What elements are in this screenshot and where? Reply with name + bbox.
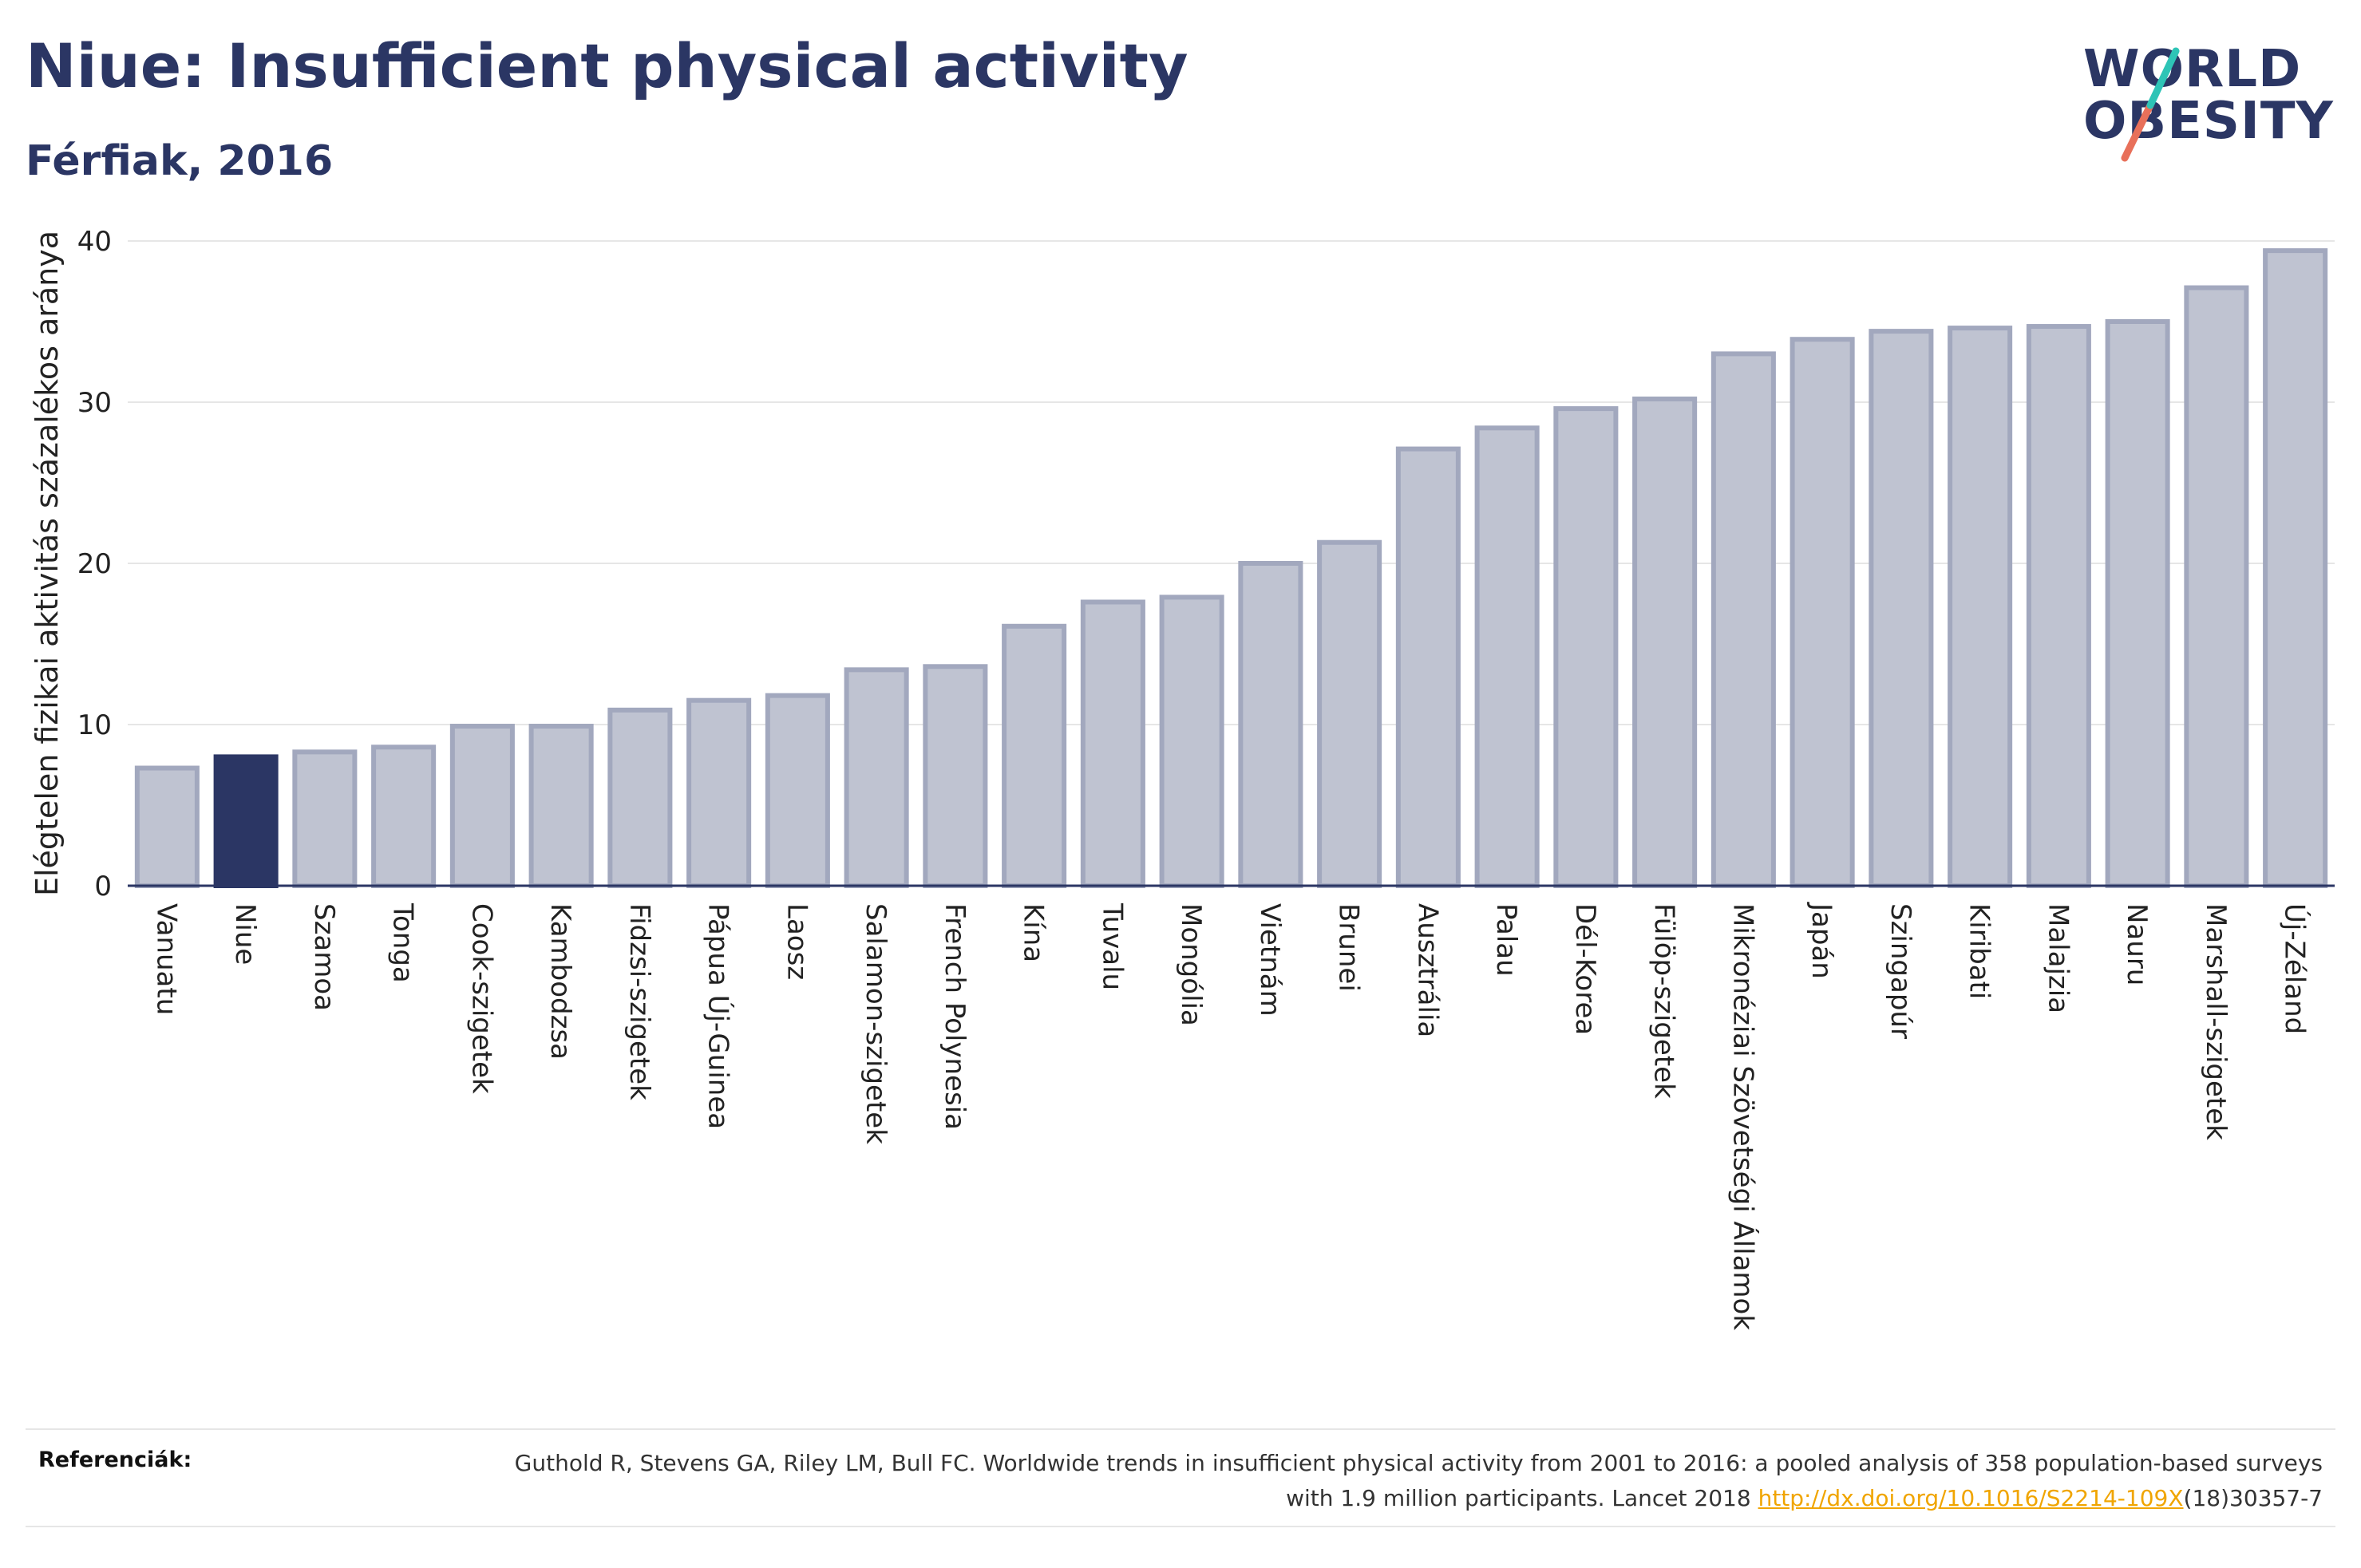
y-axis-label: Elégtelen fizikai aktivitás százalékos a… — [30, 231, 65, 896]
bar-szamoa — [292, 749, 358, 889]
x-tick-label: Szingapúr — [1884, 903, 1916, 1039]
x-tick-label: Fidzsi-szigetek — [623, 903, 655, 1100]
logo-line-2: OBESITY — [2083, 92, 2334, 151]
y-tick-label: 40 — [77, 226, 112, 258]
bar-malajzia — [2026, 324, 2091, 888]
bar-új-zéland — [2263, 248, 2328, 889]
bar-szingapúr — [1869, 329, 1934, 888]
x-tick-label: French Polynesia — [939, 903, 971, 1130]
x-tick-label: Tuvalu — [1096, 902, 1128, 990]
bar-laosz — [765, 693, 830, 889]
x-tick-label: Kína — [1018, 903, 1050, 962]
x-tick-label: Kiribati — [1964, 903, 1995, 999]
bars — [134, 248, 2328, 889]
y-axis-ticks: 0 10 20 30 40 — [77, 226, 112, 902]
x-tick-label: Dél-Korea — [1569, 903, 1601, 1035]
references-text: Guthold R, Stevens GA, Riley LM, Bull FC… — [487, 1446, 2323, 1516]
y-tick-label: 10 — [77, 709, 112, 741]
bar-vanuatu — [134, 765, 200, 888]
reference-citation-suffix: (18)30357-7 — [2183, 1485, 2323, 1511]
bar-kína — [1002, 623, 1067, 889]
bar-ausztrália — [1395, 446, 1461, 888]
x-tick-label: Ausztrália — [1411, 903, 1443, 1037]
x-tick-label: Cook-szigetek — [465, 903, 497, 1094]
x-tick-label: Niue — [229, 903, 261, 965]
bar-cook-szigetek — [449, 724, 515, 889]
x-tick-label: Tonga — [387, 902, 419, 983]
x-tick-label: Új-Zéland — [2279, 903, 2312, 1034]
bar-salamon-szigetek — [844, 667, 909, 888]
x-tick-label: Vanuatu — [150, 903, 182, 1015]
x-axis-ticks: Vanuatu Niue Szamoa Tonga Cook-szigetek Kambo… — [150, 902, 2311, 1330]
bar-tonga — [371, 745, 437, 889]
bar-kambodzsa — [528, 724, 594, 889]
chart-subtitle: Férfiak, 2016 — [26, 137, 334, 185]
x-tick-label: Pápua Új-Guinea — [702, 903, 735, 1129]
bar-tuvalu — [1080, 599, 1145, 888]
x-tick-label: Marshall-szigetek — [2200, 903, 2232, 1140]
x-tick-label: Brunei — [1333, 903, 1365, 992]
bar-fülöp-szigetek — [1632, 396, 1698, 888]
bar-pápua-új-guinea — [686, 697, 752, 889]
bar-palau — [1474, 425, 1540, 888]
bar-french-polynesia — [923, 664, 988, 889]
x-tick-label: Vietnám — [1254, 903, 1286, 1017]
x-tick-label: Szamoa — [308, 903, 340, 1011]
x-tick-label: Kambodzsa — [544, 903, 576, 1060]
bar-dél-korea — [1553, 406, 1619, 888]
x-tick-label: Malajzia — [2042, 903, 2074, 1013]
y-tick-label: 30 — [77, 387, 112, 419]
bar-vietnám — [1238, 561, 1303, 888]
x-tick-label: Nauru — [2121, 903, 2153, 985]
bar-nauru — [2105, 319, 2170, 888]
y-tick-label: 20 — [77, 548, 112, 580]
bar-kiribati — [1948, 326, 2013, 888]
x-tick-label: Fülöp-szigetek — [1648, 903, 1680, 1099]
logo-slash-icon — [2121, 47, 2180, 162]
bar-mongólia — [1159, 594, 1224, 888]
logo-line-1: WORLD — [2083, 40, 2302, 99]
x-tick-label: Mikronéziai Szövetségi Államok — [1726, 903, 1759, 1330]
reference-doi-link[interactable]: http://dx.doi.org/10.1016/S2214-109X — [1758, 1485, 2184, 1511]
bar-japán — [1790, 337, 1855, 889]
y-tick-label: 0 — [94, 871, 112, 902]
references-label: Referenciák: — [38, 1448, 192, 1472]
bar-chart: 0 10 20 30 40 Vanuatu Niue Szamoa Tonga Cook-szi… — [30, 226, 2335, 1330]
bar-mikronéziai-szövetségi-államok — [1710, 351, 1776, 888]
x-tick-label: Palau — [1490, 903, 1522, 977]
x-tick-label: Laosz — [781, 903, 813, 980]
bar-brunei — [1317, 539, 1382, 888]
chart-title: Niue: Insufficient physical activity — [26, 30, 1188, 101]
bar-marshall-szigetek — [2184, 285, 2249, 888]
bar-niue — [213, 754, 279, 889]
bar-fidzsi-szigetek — [607, 707, 673, 888]
references: Referenciák: Guthold R, Stevens GA, Rile… — [26, 1428, 2335, 1527]
world-obesity-logo[interactable]: WORLD OBESITY — [2083, 40, 2347, 168]
x-tick-label: Salamon-szigetek — [860, 903, 892, 1144]
x-tick-label: Japán — [1805, 902, 1837, 979]
x-tick-label: Mongólia — [1175, 903, 1207, 1026]
reference-citation: Guthold R, Stevens GA, Riley LM, Bull FC… — [514, 1450, 2323, 1511]
